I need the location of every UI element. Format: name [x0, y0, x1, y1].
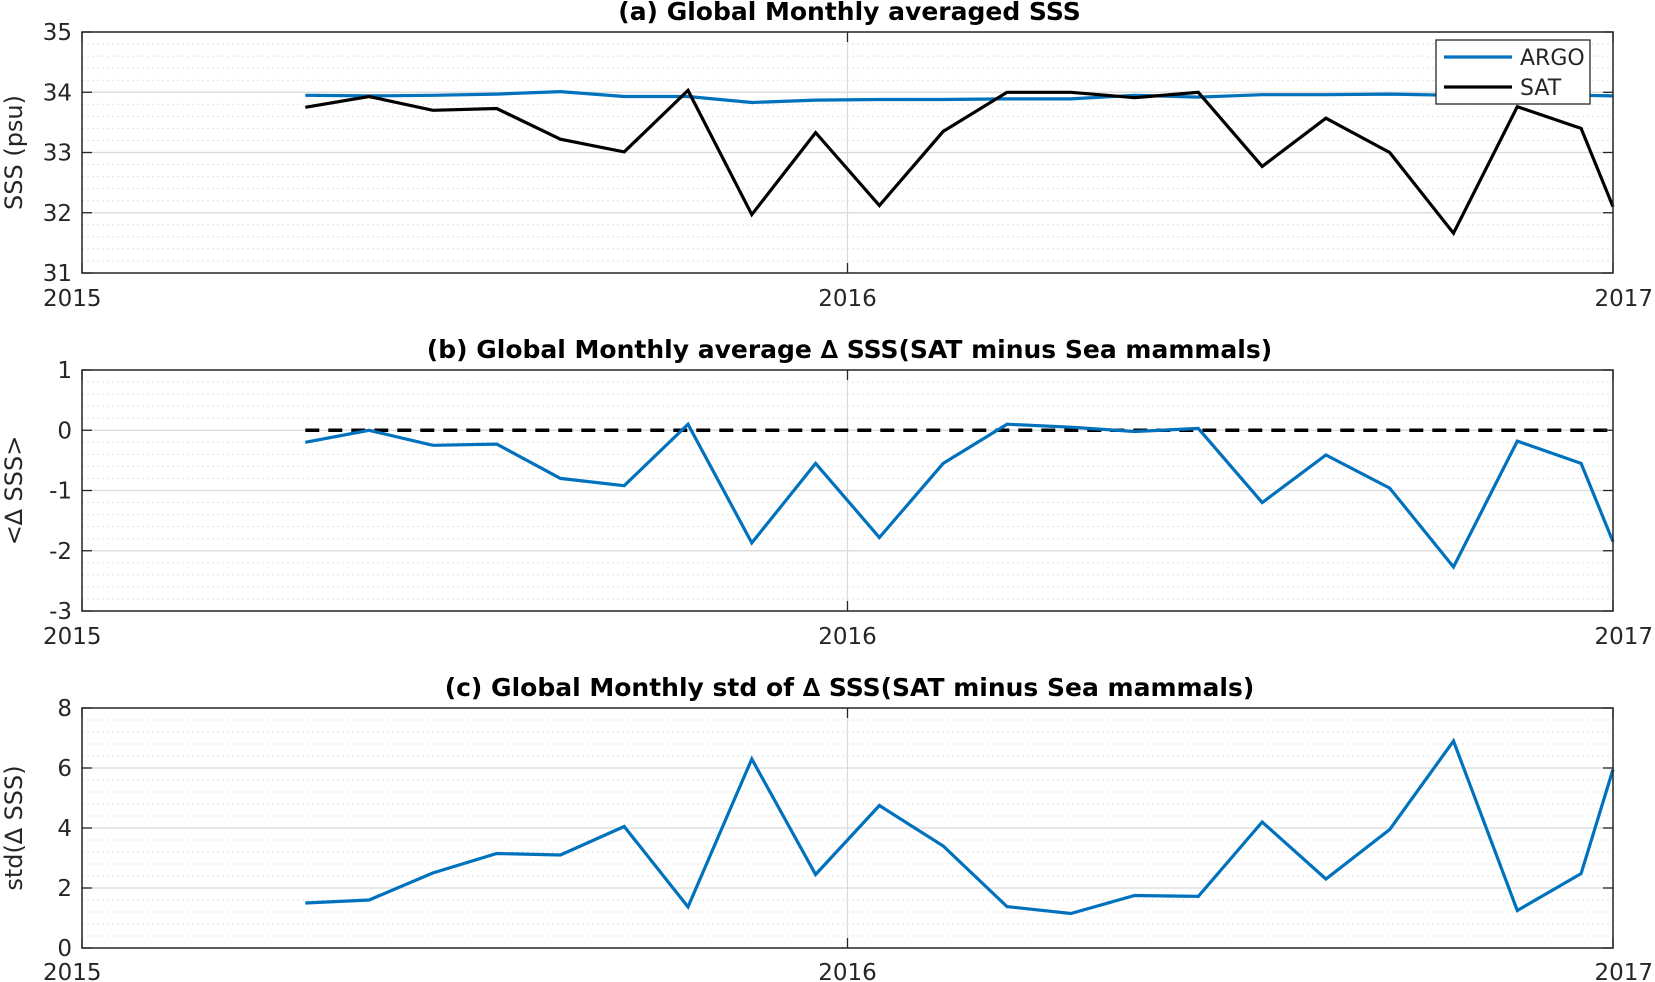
- legend-label: ARGO: [1520, 46, 1585, 71]
- chart-title: (c) Global Monthly std of ∆ SSS(SAT minu…: [445, 673, 1255, 702]
- y-tick-label: 32: [43, 201, 72, 227]
- y-tick-label: -1: [49, 479, 72, 505]
- legend: ARGO SAT: [1435, 39, 1591, 105]
- chart-panel-1: 31 32 33 34 35 2015 2016 2017 (a) Global Monthly…: [0, 0, 1653, 312]
- y-tick-label: 34: [43, 80, 72, 106]
- x-tick-label: 2017: [1594, 286, 1653, 312]
- legend-label: SAT: [1520, 76, 1562, 101]
- y-tick-label: 31: [43, 261, 72, 287]
- series-line-sat: [305, 87, 1615, 237]
- series-line-delta-sss: [305, 421, 1615, 570]
- y-tick-label: 35: [43, 20, 72, 46]
- y-tick-label: -2: [49, 539, 72, 565]
- x-tick-label: 2016: [818, 286, 877, 312]
- chart-panel-3: 0 2 4 6 8 2015 2016 2017 (c) Global Monthly std …: [0, 673, 1653, 982]
- y-axis-label: <∆ SSS>: [0, 436, 28, 546]
- x-tick-label: 2017: [1594, 624, 1653, 650]
- legend-box: [1435, 39, 1591, 105]
- series-line-delta-sss: [305, 737, 1615, 916]
- x-tick-label: 2016: [818, 960, 877, 982]
- y-tick-label: 8: [57, 696, 72, 722]
- chart-title: (b) Global Monthly average ∆ SSS(SAT min…: [427, 335, 1272, 364]
- x-tick-label: 2017: [1594, 960, 1653, 982]
- x-tick-label: 2016: [818, 624, 877, 650]
- y-tick-label: 6: [57, 756, 72, 782]
- y-tick-label: 0: [57, 418, 72, 444]
- y-tick-label: 0: [57, 936, 72, 962]
- series-line-argo: [305, 89, 1614, 105]
- y-tick-label: 33: [43, 141, 72, 167]
- y-tick-label: -3: [49, 599, 72, 625]
- y-axis-label: std(∆ SSS): [0, 765, 28, 890]
- chart-title: (a) Global Monthly averaged SSS: [618, 0, 1080, 26]
- y-tick-label: 4: [57, 816, 72, 842]
- x-tick-label: 2015: [43, 960, 102, 982]
- x-tick-label: 2015: [43, 286, 102, 312]
- chart-panel-2: -3 -2 -1 0 1 2015 2016 2017 (b) Global Monthly a…: [0, 335, 1653, 650]
- x-tick-label: 2015: [43, 624, 102, 650]
- y-tick-label: 1: [57, 358, 72, 384]
- y-tick-label: 2: [57, 876, 72, 902]
- y-axis-label: SSS (psu): [0, 95, 28, 210]
